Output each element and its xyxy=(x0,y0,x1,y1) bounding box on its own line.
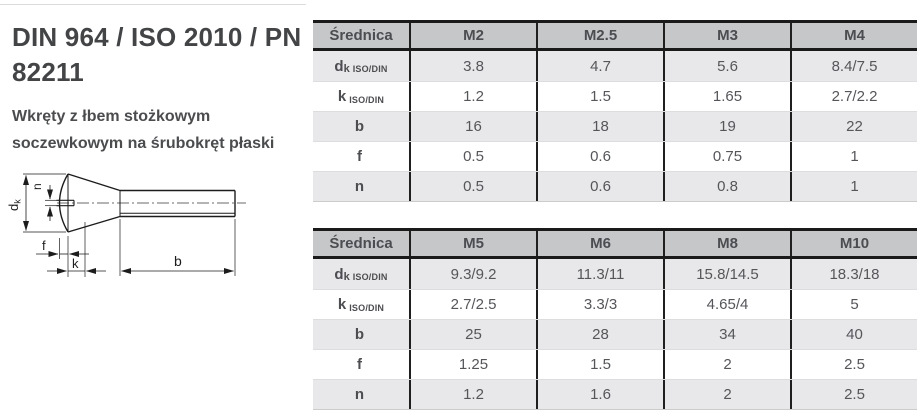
spec-value: 34 xyxy=(663,320,790,349)
spec-row-f: f 0.5 0.6 0.75 1 xyxy=(313,141,917,171)
spec-value: 2.5 xyxy=(790,380,917,409)
spec-value: 0.5 xyxy=(409,142,536,171)
spec-value: 0.6 xyxy=(536,172,663,201)
size-column-header: M2 xyxy=(409,23,536,48)
spec-value: 28 xyxy=(536,320,663,349)
row-label: f xyxy=(357,148,362,165)
n-dimension-label: n xyxy=(30,183,44,190)
spec-value: 2.7/2.5 xyxy=(409,290,536,319)
table-header-row: Średnica M2 M2.5 M3 M4 xyxy=(313,23,917,51)
spec-value: 18 xyxy=(536,112,663,141)
spec-value: 11.3/11 xyxy=(536,259,663,289)
page-subtitle-line2: soczewkowym na śrubokręt płaski xyxy=(12,135,275,152)
spec-value: 2.7/2.2 xyxy=(790,82,917,111)
spec-value: 22 xyxy=(790,112,917,141)
spec-row-b: b 16 18 19 22 xyxy=(313,111,917,141)
row-label: d k ISO/DIN xyxy=(334,57,388,76)
spec-value: 1.5 xyxy=(536,82,663,111)
size-column-header: M2.5 xyxy=(536,23,663,48)
spec-value: 0.5 xyxy=(409,172,536,201)
top-divider xyxy=(0,4,306,5)
screw-head-dome xyxy=(58,173,69,233)
spec-value: 4.65/4 xyxy=(663,290,790,319)
spec-value: 2 xyxy=(663,380,790,409)
spec-value: 40 xyxy=(790,320,917,349)
spec-value: 25 xyxy=(409,320,536,349)
row-label: n xyxy=(354,386,365,403)
row-label: n xyxy=(354,178,365,195)
diameter-column-header: Średnica xyxy=(329,235,393,252)
table-header-row: Średnica M5 M6 M8 M10 xyxy=(313,231,917,259)
spec-value: 18.3/18 xyxy=(790,259,917,289)
f-dimension-label: f xyxy=(42,238,46,253)
spec-row-f: f 1.25 1.5 2 2.5 xyxy=(313,349,917,379)
page-title-line2: 82211 xyxy=(12,57,84,87)
spec-value: 5.6 xyxy=(663,51,790,81)
spec-row-n: n 0.5 0.6 0.8 1 xyxy=(313,171,917,201)
b-dimension-label: b xyxy=(174,253,182,269)
spec-value: 1.5 xyxy=(536,350,663,379)
screw-technical-drawing: dk n f k b xyxy=(6,173,246,277)
row-label: b xyxy=(354,326,365,343)
spec-row-dk: d k ISO/DIN 3.8 4.7 5.6 8.4/7.5 xyxy=(313,51,917,81)
size-column-header: M10 xyxy=(790,231,917,256)
spec-value: 4.7 xyxy=(536,51,663,81)
spec-value: 9.3/9.2 xyxy=(409,259,536,289)
spec-row-k: k ISO/DIN 2.7/2.5 3.3/3 4.65/4 5 xyxy=(313,289,917,319)
spec-value: 19 xyxy=(663,112,790,141)
screw-cone-top xyxy=(67,173,121,192)
spec-value: 0.75 xyxy=(663,142,790,171)
spec-value: 0.8 xyxy=(663,172,790,201)
size-column-header: M5 xyxy=(409,231,536,256)
size-column-header: M6 xyxy=(536,231,663,256)
spec-value: 1.25 xyxy=(409,350,536,379)
size-column-header: M8 xyxy=(663,231,790,256)
size-column-header: M3 xyxy=(663,23,790,48)
spec-row-n: n 1.2 1.6 2 2.5 xyxy=(313,379,917,409)
row-label: k ISO/DIN xyxy=(337,88,385,105)
spec-value: 2.5 xyxy=(790,350,917,379)
spec-value: 1.6 xyxy=(536,380,663,409)
dk-dimension-label: dk xyxy=(6,199,23,211)
size-column-header: M4 xyxy=(790,23,917,48)
spec-value: 2 xyxy=(663,350,790,379)
spec-table-m2-m4: Średnica M2 M2.5 M3 M4 d k ISO/DIN 3.8 4.7… xyxy=(313,20,917,202)
page-subtitle: Wkręty z łbem stożkowym soczewkowym na ś… xyxy=(12,103,310,157)
spec-row-dk: d k ISO/DIN 9.3/9.2 11.3/11 15.8/14.5 18.3… xyxy=(313,259,917,289)
spec-value: 3.8 xyxy=(409,51,536,81)
spec-value: 15.8/14.5 xyxy=(663,259,790,289)
spec-value: 1 xyxy=(790,142,917,171)
row-label: b xyxy=(354,118,365,135)
spec-value: 3.3/3 xyxy=(536,290,663,319)
row-label: d k ISO/DIN xyxy=(334,265,388,284)
page-subtitle-line1: Wkręty z łbem stożkowym xyxy=(12,108,211,125)
spec-value: 8.4/7.5 xyxy=(790,51,917,81)
row-label: k ISO/DIN xyxy=(337,296,385,313)
spec-row-k: k ISO/DIN 1.2 1.5 1.65 2.7/2.2 xyxy=(313,81,917,111)
page-title: DIN 964 / ISO 2010 / PN 82211 xyxy=(12,20,310,90)
spec-value: 1 xyxy=(790,172,917,201)
spec-value: 16 xyxy=(409,112,536,141)
spec-value: 5 xyxy=(790,290,917,319)
spec-value: 1.2 xyxy=(409,82,536,111)
spec-row-b: b 25 28 34 40 xyxy=(313,319,917,349)
spec-value: 1.2 xyxy=(409,380,536,409)
row-label: f xyxy=(357,356,362,373)
screw-cone-bottom xyxy=(67,215,121,233)
k-dimension-label: k xyxy=(72,256,79,271)
diameter-column-header: Średnica xyxy=(329,27,393,44)
spec-table-m5-m10: Średnica M5 M6 M8 M10 d k ISO/DIN 9.3/9.2 … xyxy=(313,228,917,410)
spec-value: 1.65 xyxy=(663,82,790,111)
page-title-line1: DIN 964 / ISO 2010 / PN xyxy=(12,22,302,52)
spec-value: 0.6 xyxy=(536,142,663,171)
